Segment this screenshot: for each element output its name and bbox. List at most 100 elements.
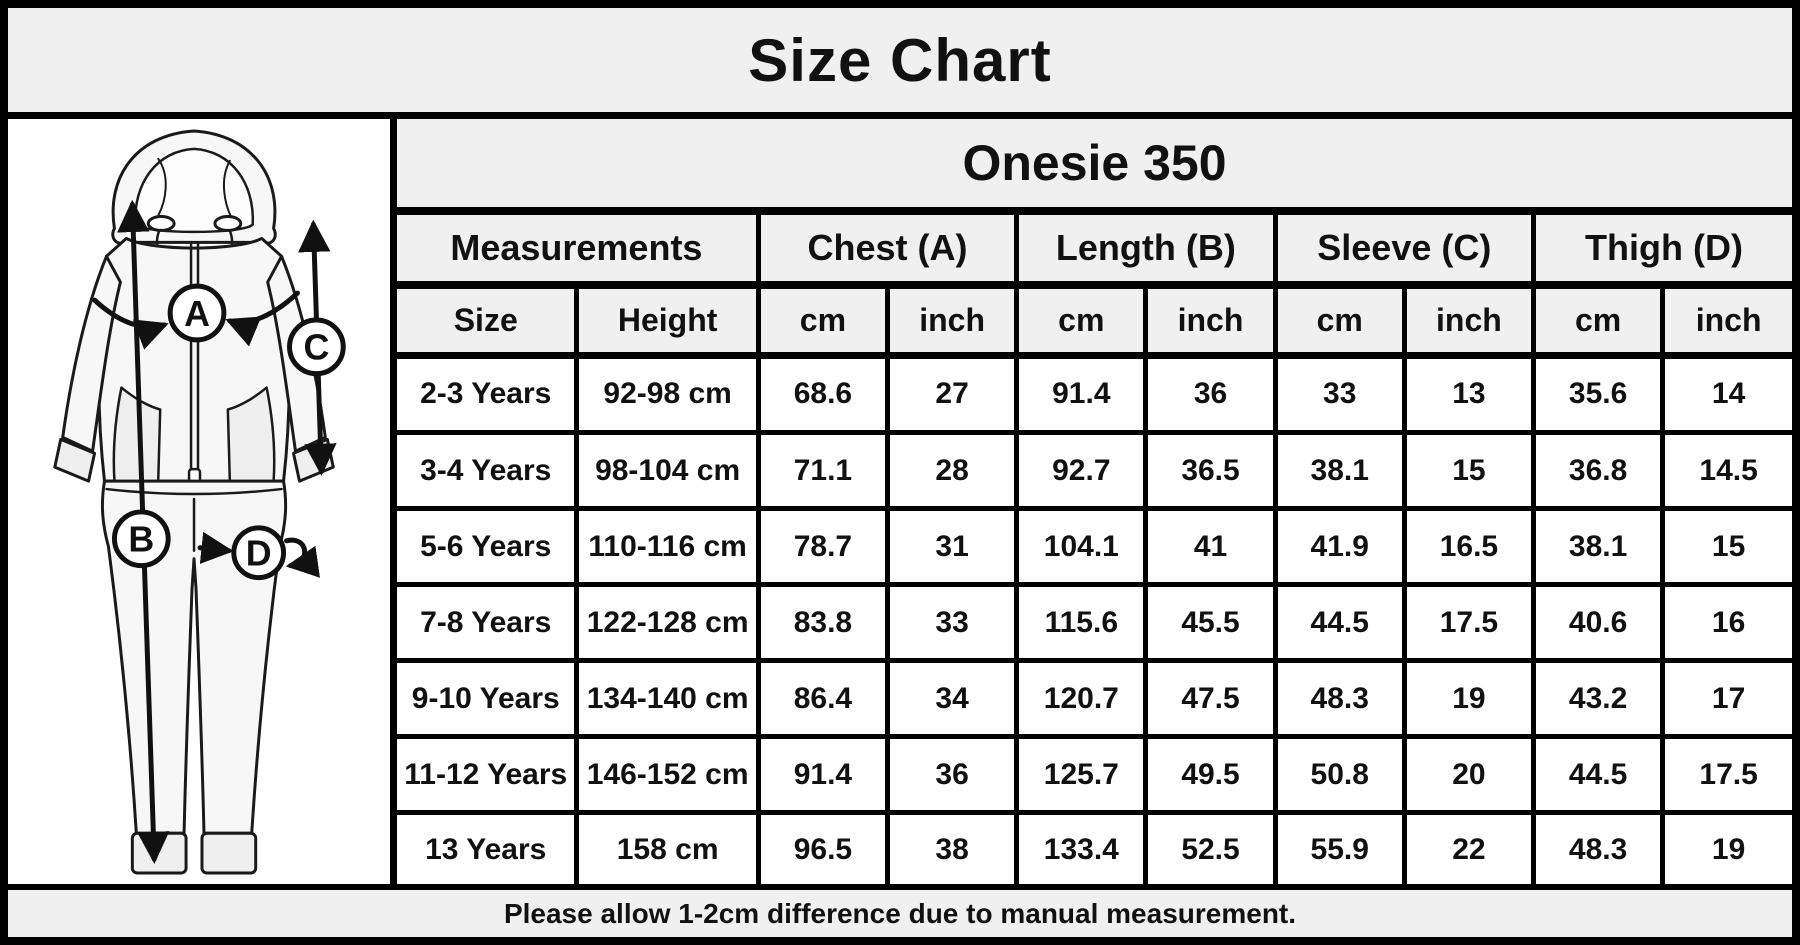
value-cell: 41 <box>1143 506 1278 588</box>
size-cell: 13 Years <box>397 810 580 884</box>
column-subheader: cm <box>755 282 891 359</box>
value-cell: 38 <box>884 810 1020 884</box>
thigh-wrap-arrow <box>284 537 321 578</box>
value-cell: 17.5 <box>1401 582 1537 664</box>
value-cell: 36 <box>884 734 1020 816</box>
value-cell: 44.5 <box>1272 582 1407 664</box>
column-subheader: cm <box>1014 282 1149 359</box>
value-cell: 83.8 <box>755 582 891 664</box>
group-header-row: Measurements Chest (A) Length (B) Sleeve (C… <box>397 208 1792 289</box>
value-cell: 40.6 <box>1531 582 1666 664</box>
sub-header-row: Size Height cm inch cm inch cm inch cm inch <box>397 282 1792 359</box>
table-row: 9-10 Years 134-140 cm 86.4 34 120.7 47.5 48.3 1… <box>397 658 1792 740</box>
column-subheader: inch <box>1401 282 1537 359</box>
thigh-arrow <box>197 531 234 564</box>
value-cell: 92.7 <box>1014 430 1149 512</box>
value-cell: 33 <box>884 582 1020 664</box>
value-cell: 48.3 <box>1531 810 1666 884</box>
size-cell: 7-8 Years <box>397 582 580 664</box>
size-cell: 2-3 Years <box>397 352 580 436</box>
height-cell: 134-140 cm <box>574 658 761 740</box>
height-cell: 92-98 cm <box>574 352 761 436</box>
value-cell: 115.6 <box>1014 582 1149 664</box>
value-cell: 55.9 <box>1272 810 1407 884</box>
height-cell: 158 cm <box>574 810 761 884</box>
value-cell: 38.1 <box>1272 430 1407 512</box>
value-cell: 17 <box>1660 658 1792 740</box>
value-cell: 104.1 <box>1014 506 1149 588</box>
height-cell: 122-128 cm <box>574 582 761 664</box>
value-cell: 91.4 <box>755 734 891 816</box>
value-cell: 22 <box>1401 810 1537 884</box>
size-cell: 5-6 Years <box>397 506 580 588</box>
value-cell: 48.3 <box>1272 658 1407 740</box>
value-cell: 17.5 <box>1660 734 1792 816</box>
measure-b-label: B <box>128 520 154 560</box>
column-subheader: inch <box>1660 282 1792 359</box>
column-subheader: inch <box>1143 282 1278 359</box>
measure-badges: A B C D <box>111 283 346 581</box>
value-cell: 47.5 <box>1143 658 1278 740</box>
measurement-note: Please allow 1-2cm difference due to man… <box>8 884 1792 937</box>
value-cell: 41.9 <box>1272 506 1407 588</box>
measure-a-label: A <box>184 294 210 334</box>
value-cell: 125.7 <box>1014 734 1149 816</box>
drawstring-toggle-right <box>213 215 243 232</box>
value-cell: 16.5 <box>1401 506 1537 588</box>
value-cell: 34 <box>884 658 1020 740</box>
zipper <box>189 241 200 473</box>
size-cell: 9-10 Years <box>397 658 580 740</box>
page-title: Size Chart <box>8 8 1792 119</box>
left-leg-cuff <box>130 831 188 875</box>
value-cell: 68.6 <box>755 352 891 436</box>
value-cell: 28 <box>884 430 1020 512</box>
value-cell: 49.5 <box>1143 734 1278 816</box>
value-cell: 14.5 <box>1660 430 1792 512</box>
height-cell: 146-152 cm <box>574 734 761 816</box>
left-cuff <box>53 437 97 483</box>
right-leg-cuff <box>200 831 258 875</box>
value-cell: 36.8 <box>1531 430 1666 512</box>
value-cell: 31 <box>884 506 1020 588</box>
onesie-illustration: A B C D <box>53 129 346 875</box>
value-cell: 20 <box>1401 734 1537 816</box>
value-cell: 36 <box>1143 352 1278 436</box>
table-row: 13 Years 158 cm 96.5 38 133.4 52.5 55.9 22 48.3 1… <box>397 810 1792 884</box>
product-header-row: Onesie 350 <box>397 119 1792 215</box>
drawstring-toggle-left <box>146 215 176 232</box>
value-cell: 43.2 <box>1531 658 1666 740</box>
onesie-outline <box>53 129 335 875</box>
value-cell: 16 <box>1660 582 1792 664</box>
column-group-header: Length (B) <box>1014 208 1278 289</box>
measure-b-badge <box>111 509 171 569</box>
column-subheader: cm <box>1272 282 1407 359</box>
content-area: A B C D <box>8 119 1792 884</box>
column-subheader: Height <box>574 282 761 359</box>
value-cell: 15 <box>1660 506 1792 588</box>
size-table-body: 2-3 Years 92-98 cm 68.6 27 91.4 36 33 13 35.6 14 3… <box>397 352 1792 884</box>
column-group-header: Thigh (D) <box>1531 208 1792 289</box>
value-cell: 44.5 <box>1531 734 1666 816</box>
chest-arrow-right <box>225 290 300 347</box>
value-cell: 50.8 <box>1272 734 1407 816</box>
value-cell: 36.5 <box>1143 430 1278 512</box>
height-cell: 110-116 cm <box>574 506 761 588</box>
measure-c-badge <box>287 317 346 377</box>
table-row: 3-4 Years 98-104 cm 71.1 28 92.7 36.5 38.1 15 36… <box>397 430 1792 512</box>
value-cell: 38.1 <box>1531 506 1666 588</box>
size-table: Onesie 350 Measurements Chest (A) Length (… <box>397 119 1792 884</box>
size-table-panel: Onesie 350 Measurements Chest (A) Length (… <box>397 119 1792 884</box>
product-title: Onesie 350 <box>397 119 1792 215</box>
measure-d-label: D <box>246 534 272 574</box>
value-cell: 52.5 <box>1143 810 1278 884</box>
value-cell: 13 <box>1401 352 1537 436</box>
table-row: 2-3 Years 92-98 cm 68.6 27 91.4 36 33 13 35.6 14 <box>397 352 1792 436</box>
value-cell: 71.1 <box>755 430 891 512</box>
value-cell: 120.7 <box>1014 658 1149 740</box>
table-row: 11-12 Years 146-152 cm 91.4 36 125.7 49.5 50.8… <box>397 734 1792 816</box>
value-cell: 45.5 <box>1143 582 1278 664</box>
value-cell: 27 <box>884 352 1020 436</box>
value-cell: 19 <box>1660 810 1792 884</box>
size-cell: 11-12 Years <box>397 734 580 816</box>
